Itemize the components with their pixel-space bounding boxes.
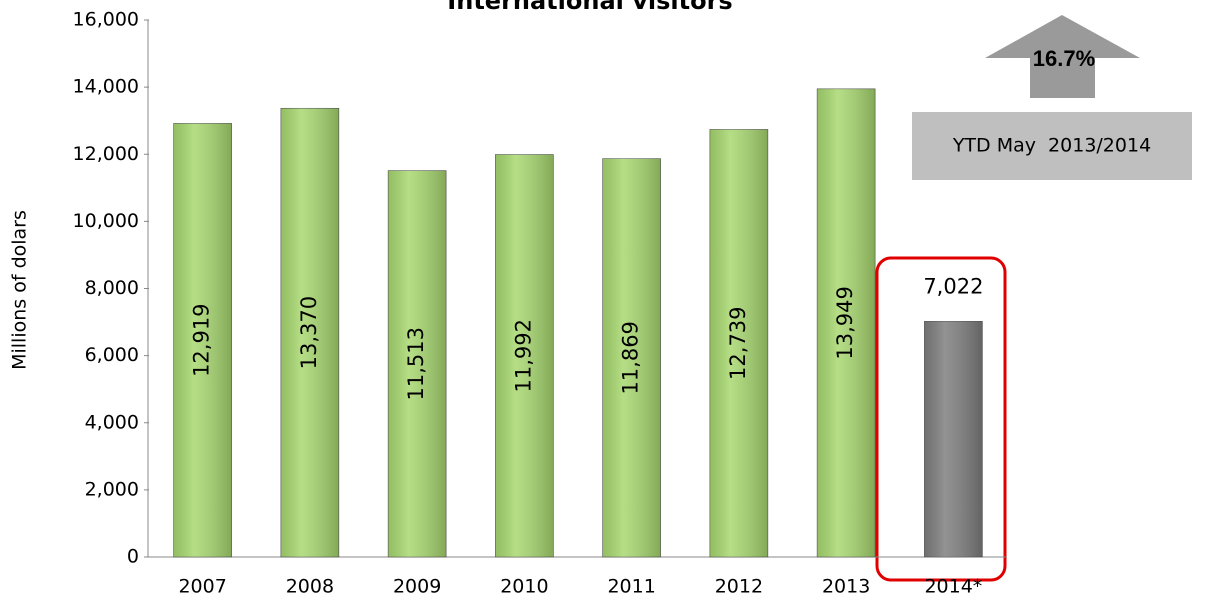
- y-tick-label: 4,000: [85, 411, 139, 433]
- bar-shade: [495, 154, 554, 557]
- x-tick-label: 2010: [500, 576, 548, 598]
- bar-shade: [602, 158, 661, 558]
- bar-shade: [817, 88, 876, 558]
- x-tick-label: 2007: [178, 576, 226, 598]
- x-tick-label: 2009: [393, 576, 441, 598]
- chart-title: International visitors: [447, 0, 732, 15]
- y-tick-label: 6,000: [85, 344, 139, 366]
- value-label: 11,869: [619, 321, 643, 394]
- x-tick-label: 2011: [607, 576, 655, 598]
- bar-shade: [173, 123, 232, 557]
- bar-shade: [709, 129, 768, 557]
- y-tick-label: 12,000: [73, 143, 139, 165]
- up-arrow: [985, 15, 1140, 98]
- value-label: 7,022: [923, 274, 983, 298]
- value-label: 13,370: [297, 296, 321, 369]
- value-label: 11,513: [404, 327, 428, 400]
- y-tick-label: 10,000: [73, 210, 139, 232]
- change-label: 16.7%: [1033, 46, 1095, 71]
- value-label: 12,919: [190, 303, 214, 376]
- y-axis-label: Millions of dolars: [9, 210, 31, 370]
- value-label: 13,949: [833, 286, 857, 359]
- y-tick-label: 8,000: [85, 277, 139, 299]
- y-tick-label: 0: [127, 546, 139, 568]
- period-label: YTD May 2013/2014: [952, 135, 1151, 157]
- highlight-box: [875, 256, 1007, 582]
- value-label: 11,992: [511, 319, 535, 392]
- y-tick-label: 16,000: [73, 9, 139, 31]
- x-tick-label: 2012: [715, 576, 763, 598]
- x-tick-label: 2013: [822, 576, 870, 598]
- bar-shade: [280, 108, 339, 557]
- bar-shade: [388, 170, 447, 557]
- value-label: 12,739: [726, 306, 750, 379]
- x-tick-label: 2014*: [924, 576, 982, 598]
- y-tick-label: 2,000: [85, 478, 139, 500]
- x-tick-label: 2008: [286, 576, 334, 598]
- bar-shade: [924, 321, 983, 557]
- y-tick-label: 14,000: [73, 76, 139, 98]
- period-box: [912, 112, 1192, 180]
